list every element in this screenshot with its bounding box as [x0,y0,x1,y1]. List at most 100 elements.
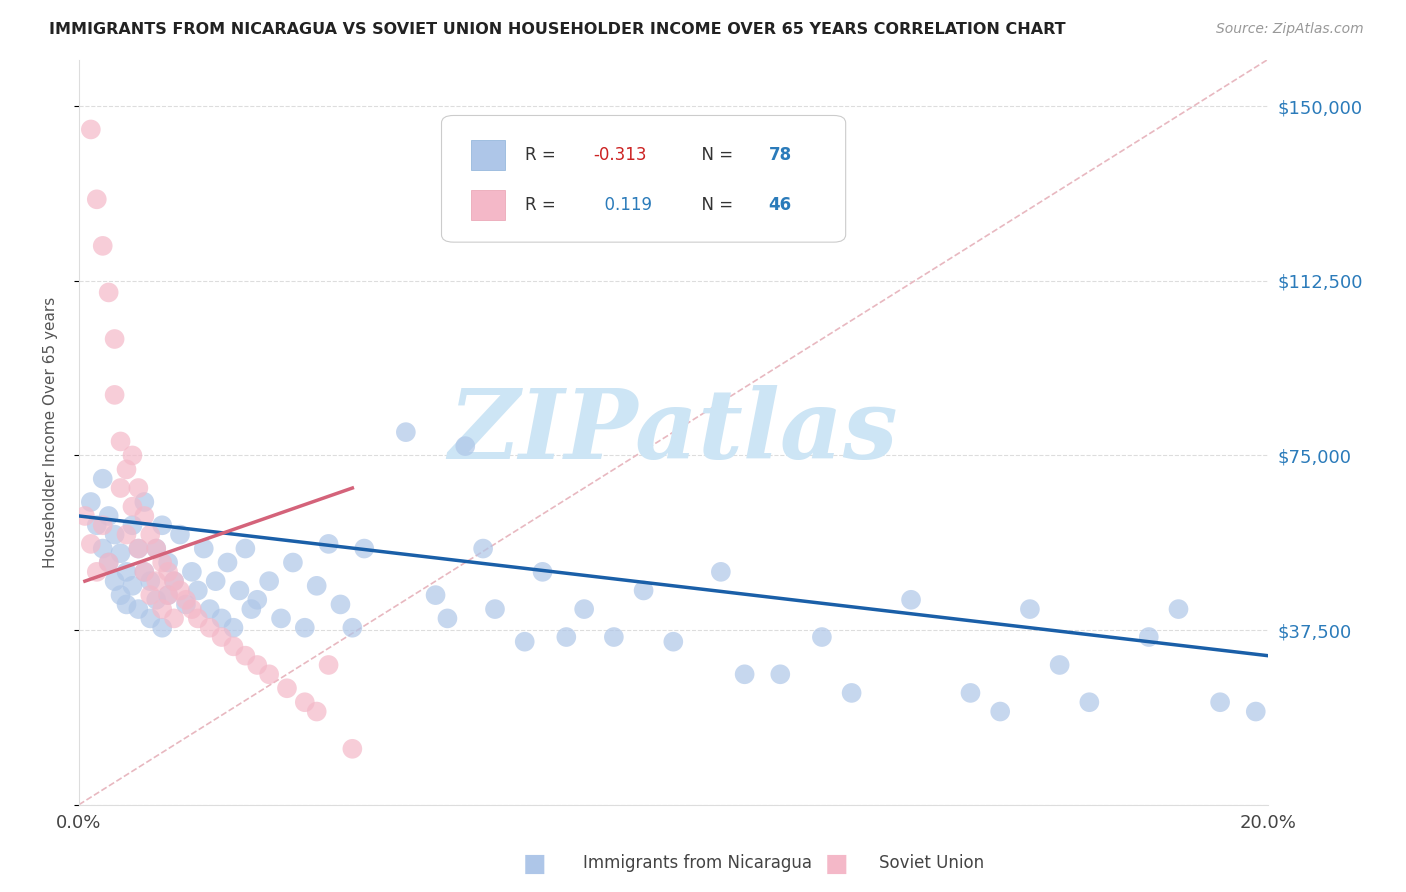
Text: N =: N = [692,146,738,164]
Point [555,630,578,644]
Point [104,527,127,541]
Point [257,667,280,681]
Point [454,439,477,453]
Text: Soviet Union: Soviet Union [879,855,984,872]
Point [1209,695,1232,709]
Point [217,556,239,570]
Point [342,621,364,635]
Point [204,574,226,589]
Point [91,472,114,486]
Point [86,518,108,533]
Point [104,574,127,589]
Point [139,611,162,625]
Point [211,630,233,644]
Point [163,611,186,625]
Point [127,481,149,495]
Point [127,602,149,616]
Point [169,583,191,598]
Text: N =: N = [692,196,738,214]
Point [318,537,340,551]
Point [110,481,132,495]
Point [1019,602,1042,616]
Point [281,556,304,570]
Point [157,556,180,570]
Point [1137,630,1160,644]
Point [97,285,120,300]
Point [110,546,132,560]
Point [841,686,863,700]
Point [174,592,197,607]
Point [198,602,221,616]
Point [603,630,626,644]
FancyBboxPatch shape [471,190,505,219]
Point [353,541,375,556]
Point [86,565,108,579]
Point [110,588,132,602]
Point [294,621,316,635]
Point [305,705,328,719]
Point [1049,657,1071,672]
Point [513,634,536,648]
Point [127,541,149,556]
Point [145,592,167,607]
Text: 0.119: 0.119 [593,196,651,214]
Point [150,602,173,616]
Point [127,541,149,556]
Text: R =: R = [524,196,561,214]
Point [80,495,103,509]
Point [139,588,162,602]
Point [988,705,1011,719]
Point [121,500,143,514]
Point [342,741,364,756]
Point [91,239,114,253]
Point [1244,705,1267,719]
Point [115,527,138,541]
Point [150,518,173,533]
Point [73,508,96,523]
Point [150,556,173,570]
Point [222,640,245,654]
Text: IMMIGRANTS FROM NICARAGUA VS SOVIET UNION HOUSEHOLDER INCOME OVER 65 YEARS CORRE: IMMIGRANTS FROM NICARAGUA VS SOVIET UNIO… [49,22,1066,37]
Point [211,611,233,625]
Point [246,592,269,607]
Text: ■: ■ [523,852,546,875]
Point [115,598,138,612]
Point [174,598,197,612]
Point [769,667,792,681]
Point [294,695,316,709]
FancyBboxPatch shape [471,140,505,169]
Point [163,574,186,589]
Point [734,667,756,681]
Point [228,583,250,598]
Point [134,508,156,523]
Point [276,681,298,696]
Point [110,434,132,449]
Point [235,541,257,556]
Point [198,621,221,635]
Point [257,574,280,589]
Point [180,602,202,616]
Point [91,518,114,533]
Point [180,565,202,579]
Point [270,611,292,625]
Point [169,527,191,541]
Point [121,449,143,463]
Point [157,565,180,579]
Point [633,583,655,598]
Point [240,602,263,616]
Point [710,565,733,579]
Point [484,602,506,616]
Point [139,574,162,589]
Point [1078,695,1101,709]
Point [318,657,340,672]
Point [97,556,120,570]
Point [104,388,127,402]
Point [222,621,245,635]
Point [104,332,127,346]
Point [1167,602,1189,616]
Point [97,508,120,523]
Point [959,686,981,700]
Point [235,648,257,663]
Point [662,634,685,648]
Point [531,565,554,579]
